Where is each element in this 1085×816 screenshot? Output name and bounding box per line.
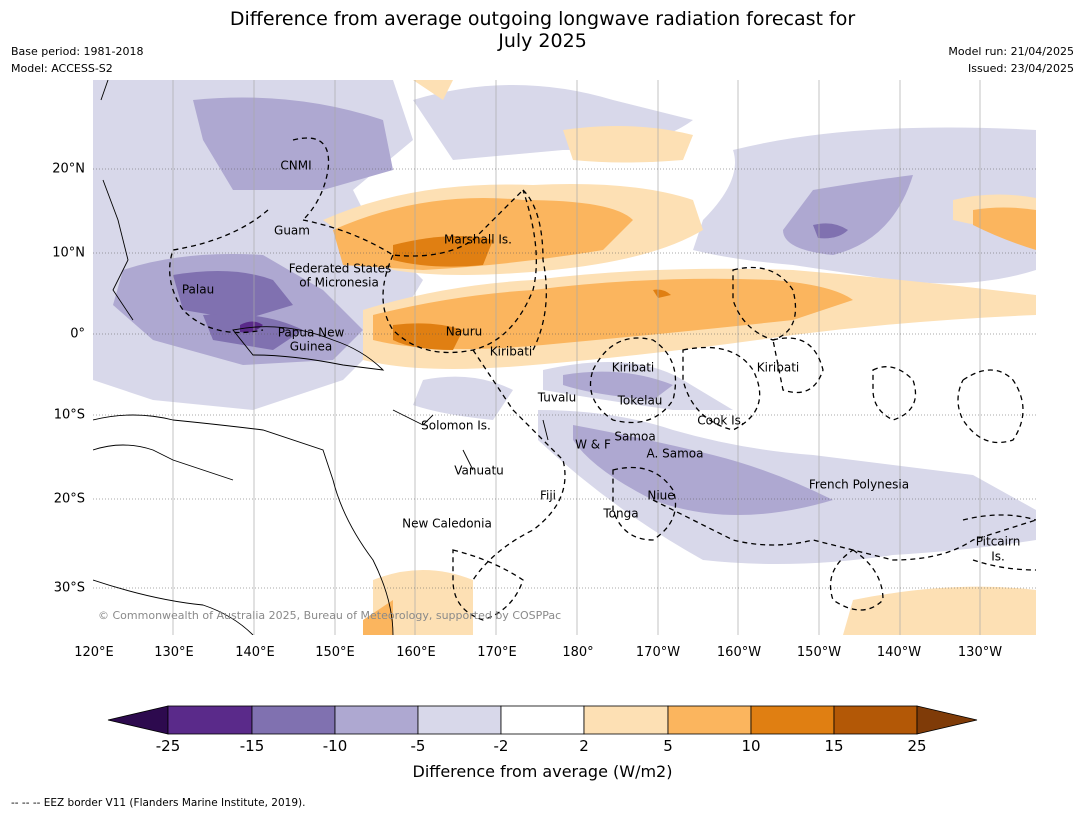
label-marshall-islands: Marshall Is. bbox=[444, 232, 512, 247]
colorbar-segment-5-10 bbox=[667, 705, 752, 735]
base-period: Base period: 1981-2018 bbox=[11, 45, 144, 58]
lon-tick-140e: 140°E bbox=[235, 645, 275, 660]
map-panel: CNMI Guam Marshall Is. Federated States … bbox=[93, 80, 1036, 635]
lat-tick-20s: 20°S bbox=[53, 491, 85, 507]
colorbar-segment-neg15-neg10 bbox=[251, 705, 336, 735]
title-line-2: July 2025 bbox=[498, 30, 587, 52]
label-cnmi: CNMI bbox=[280, 158, 312, 173]
colorbar-segment-neg2-2 bbox=[500, 705, 585, 735]
label-kiribati-west: Kiribati bbox=[489, 344, 533, 359]
label-png-line-1: Papua New bbox=[277, 325, 345, 340]
colorbar-segment-neg25-neg15 bbox=[167, 705, 253, 735]
colorbar-tick: 5 bbox=[663, 737, 673, 755]
colorbar-segment-2-5 bbox=[583, 705, 669, 735]
issued-date: Issued: 23/04/2025 bbox=[967, 62, 1074, 75]
lon-tick-180: 180° bbox=[562, 645, 594, 660]
colorbar-tick: 10 bbox=[741, 737, 761, 755]
colorbar-extend-high bbox=[916, 705, 978, 735]
label-png-line-2: Guinea bbox=[289, 339, 333, 354]
label-guam: Guam bbox=[274, 223, 310, 238]
copyright-notice: © Commonwealth of Australia 2025, Bureau… bbox=[98, 609, 562, 622]
label-pitcairn-line-1: Pitcairn bbox=[975, 534, 1021, 549]
colorbar-segment-15-25 bbox=[833, 705, 918, 735]
label-fsm-line-2: of Micronesia bbox=[299, 275, 379, 290]
colorbar-tick: 15 bbox=[824, 737, 844, 755]
eez-footnote: -- -- -- EEZ border V11 (Flanders Marine… bbox=[11, 797, 306, 809]
colorbar-extend-low bbox=[107, 705, 169, 735]
colorbar-tick: -5 bbox=[410, 737, 426, 755]
lon-tick-130w: 130°W bbox=[957, 645, 1003, 660]
colorbar-tick: 2 bbox=[579, 737, 589, 755]
label-solomon-islands: Solomon Is. bbox=[421, 418, 491, 433]
colorbar-title: Difference from average (W/m2) bbox=[412, 762, 673, 781]
colorbar-segment-neg10-neg5 bbox=[334, 705, 419, 735]
lon-tick-170e: 170°E bbox=[477, 645, 517, 660]
lat-tick-10s: 10°S bbox=[53, 407, 85, 423]
colorbar-tick: -25 bbox=[155, 737, 181, 755]
label-niue: Niue bbox=[647, 488, 675, 503]
label-samoa: Samoa bbox=[614, 429, 656, 444]
lon-tick-150e: 150°E bbox=[315, 645, 355, 660]
colorbar-tick: 25 bbox=[907, 737, 927, 755]
eez-borders bbox=[169, 137, 1036, 621]
meta-right: Model run: 21/04/2025 Issued: 23/04/2025 bbox=[948, 43, 1074, 77]
model-name: Model: ACCESS-S2 bbox=[11, 62, 113, 75]
lat-tick-10n: 10°N bbox=[52, 245, 85, 261]
label-french-polynesia: French Polynesia bbox=[808, 477, 910, 492]
colorbar-segment-neg5-neg2 bbox=[417, 705, 502, 735]
lat-tick-0: 0° bbox=[70, 326, 85, 342]
lon-tick-160e: 160°E bbox=[396, 645, 436, 660]
model-run: Model run: 21/04/2025 bbox=[948, 45, 1074, 58]
label-fsm-line-1: Federated States bbox=[288, 261, 392, 276]
label-vanuatu: Vanuatu bbox=[454, 463, 504, 478]
map-gridlines bbox=[172, 80, 981, 635]
lon-tick-150w: 150°W bbox=[796, 645, 842, 660]
label-kiribati-east: Kiribati bbox=[756, 360, 800, 375]
colorbar bbox=[107, 705, 978, 735]
lat-tick-30s: 30°S bbox=[53, 580, 85, 596]
lon-tick-120e: 120°E bbox=[74, 645, 114, 660]
colorbar-tick: -15 bbox=[239, 737, 265, 755]
label-tonga: Tonga bbox=[603, 506, 639, 521]
label-pitcairn-line-2: Is. bbox=[991, 549, 1005, 564]
label-new-caledonia: New Caledonia bbox=[402, 516, 492, 531]
lon-tick-170w: 170°W bbox=[635, 645, 681, 660]
map-latitude-lines bbox=[93, 168, 1036, 589]
label-wallis-futuna: W & F bbox=[575, 437, 611, 452]
label-cook-islands: Cook Is. bbox=[697, 413, 745, 428]
map-svg bbox=[93, 80, 1036, 635]
lon-tick-160w: 160°W bbox=[716, 645, 762, 660]
colorbar-tick: -10 bbox=[322, 737, 348, 755]
label-tuvalu: Tuvalu bbox=[537, 390, 577, 405]
chart-title: Difference from average outgoing longwav… bbox=[0, 8, 1085, 52]
label-kiribati-central: Kiribati bbox=[611, 360, 655, 375]
title-line-1: Difference from average outgoing longwav… bbox=[229, 8, 856, 30]
coastlines bbox=[93, 80, 549, 635]
label-nauru: Nauru bbox=[445, 324, 483, 339]
label-palau: Palau bbox=[181, 282, 215, 297]
lat-tick-20n: 20°N bbox=[52, 161, 85, 177]
meta-left: Base period: 1981-2018 Model: ACCESS-S2 bbox=[11, 43, 143, 77]
label-american-samoa: A. Samoa bbox=[646, 446, 704, 461]
colorbar-tick: -2 bbox=[493, 737, 509, 755]
colorbar-segment-10-15 bbox=[750, 705, 835, 735]
label-tokelau: Tokelau bbox=[617, 393, 663, 408]
label-fiji: Fiji bbox=[539, 488, 557, 503]
lon-tick-140w: 140°W bbox=[876, 645, 922, 660]
lon-tick-130e: 130°E bbox=[154, 645, 194, 660]
